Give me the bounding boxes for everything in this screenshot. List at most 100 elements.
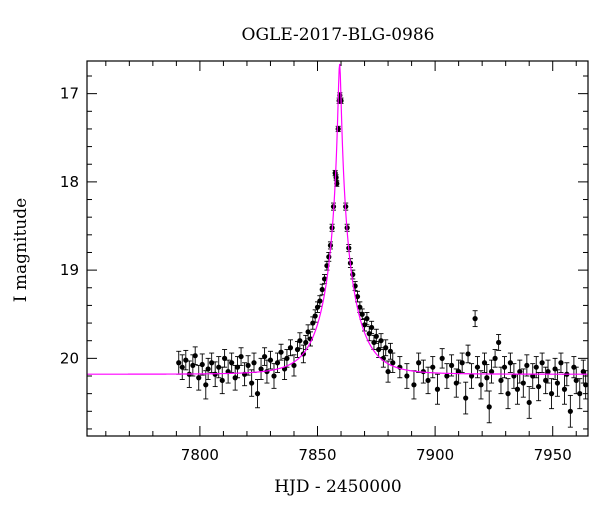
data-point [192,346,198,365]
data-point [481,352,488,373]
data-point [254,379,261,409]
data-point [383,339,389,357]
data-point [430,356,436,379]
x-tick-label: 7900 [416,446,454,464]
data-point [505,378,511,410]
data-point [548,378,555,410]
data-point [425,366,431,395]
data-point [303,334,309,350]
data-point [278,343,284,361]
data-point [335,125,341,133]
data-point [561,373,568,405]
data-point [416,352,422,373]
data-point [439,348,445,369]
y-tick-label: 17 [60,85,79,103]
data-point [448,354,455,377]
axis-ticks [87,61,588,436]
y-axis-label: I magnitude [11,198,31,302]
data-point [474,356,481,379]
data-point [261,347,268,366]
data-point [291,354,297,377]
chart-title: OGLE-2017-BLG-0986 [242,25,435,45]
data-point [376,341,382,358]
data-point [478,370,484,400]
data-point [507,352,513,373]
data-point [484,364,490,392]
data-point [245,355,251,376]
y-tick-label: 20 [60,349,79,367]
data-point [297,332,303,350]
data-point [514,373,521,405]
data-point [552,357,558,380]
data-point [543,366,549,395]
data-point [234,356,241,379]
data-point [524,354,530,377]
data-point [369,320,375,335]
data-point [387,342,394,360]
x-tick-label: 7850 [298,446,336,464]
data-point [580,359,586,384]
data-point [536,372,542,402]
data-point [312,309,318,323]
data-point [411,370,417,400]
data-point [554,369,561,397]
y-tick-label: 19 [60,261,79,279]
data-point [459,352,465,373]
data-point [444,363,450,389]
data-point [249,369,255,397]
data-point [434,373,441,405]
data-point [573,366,579,395]
data-point [526,386,532,419]
data-point [498,366,504,395]
data-point [205,357,211,380]
data-point [179,354,185,380]
data-point [472,310,478,328]
data-point [364,312,370,326]
data-point [373,328,379,344]
data-point [271,363,277,389]
data-point [517,359,523,384]
data-point [221,349,228,368]
data-point [492,349,498,368]
x-axis-label: HJD - 2450000 [274,477,402,497]
data-point [229,352,235,373]
data-point [496,334,502,351]
data-point [577,378,583,410]
data-point [238,347,244,366]
data-point [463,381,469,415]
data-point [287,339,294,357]
data-point [511,363,517,389]
data-points [176,92,589,428]
data-point [567,394,573,428]
data-point [310,316,316,330]
data-point [281,357,288,380]
data-point [378,333,384,349]
data-point [488,359,495,384]
x-tick-label: 7800 [181,446,219,464]
data-point [397,356,403,379]
data-point [196,364,202,391]
data-point [465,344,471,364]
data-point [385,360,391,383]
x-tick-label: 7950 [534,446,572,464]
data-point [558,352,564,373]
data-point [258,357,264,380]
data-point [583,370,589,400]
data-point [267,350,274,370]
data-point [545,359,551,384]
data-point [225,359,231,384]
data-point [219,366,225,395]
axis-tick-labels: 7800 7850 7900 7950 17 18 19 20 [60,85,572,464]
data-point [203,370,209,400]
data-point [539,352,545,373]
plot-frame [86,60,589,437]
data-point [319,283,325,296]
data-point [404,363,410,389]
data-point [486,390,492,424]
data-point [380,349,386,368]
y-tick-label: 18 [60,173,79,191]
data-point [390,352,396,373]
model-curve [87,63,588,375]
data-point [468,363,475,389]
